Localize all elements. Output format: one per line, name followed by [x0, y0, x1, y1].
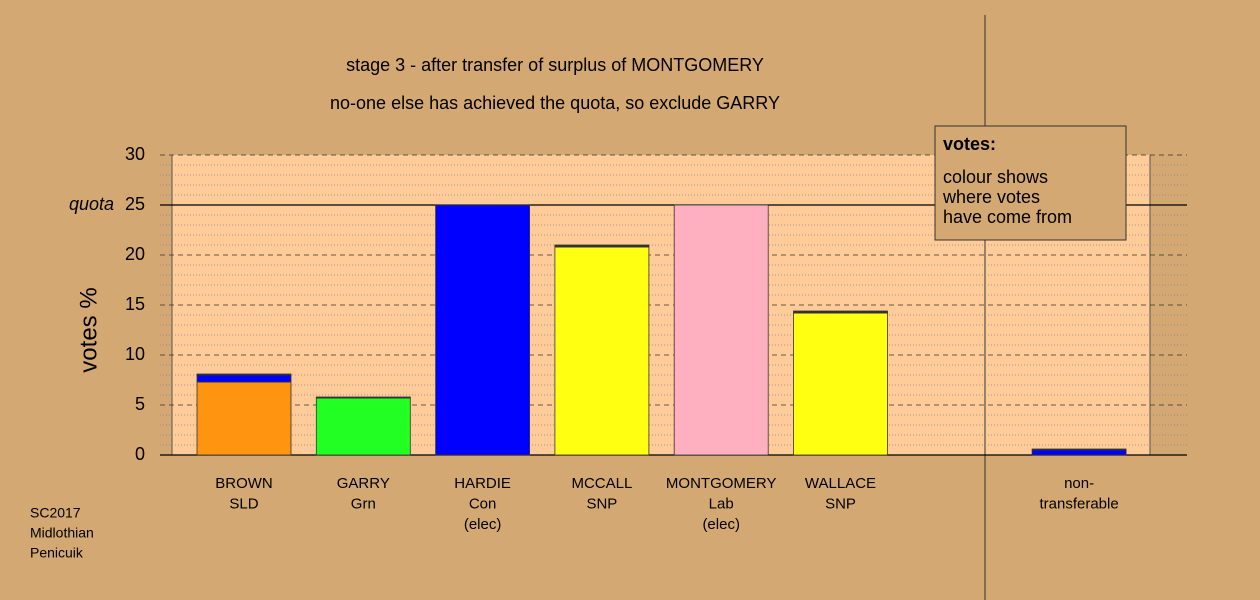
footnote: SC2017 [30, 505, 81, 521]
bar-segment [196, 373, 292, 376]
footnote: Midlothian [30, 525, 94, 541]
x-tick-label: MCCALL [571, 475, 632, 492]
x-tick-label: SNP [825, 495, 856, 512]
plot-layer: 0 5 10 15 20 25 30 quota BROWN SLD GARRY Grn HARDIE C… [69, 144, 1187, 533]
x-tick-label: GARRY [337, 475, 390, 492]
y-tick-label: 30 [125, 144, 145, 164]
bar-segment [196, 381, 292, 456]
x-tick-label: SNP [586, 495, 617, 512]
x-tick-label: non- [1064, 475, 1094, 492]
bar-segment [315, 396, 411, 399]
legend-text: have come from [943, 207, 1072, 227]
y-tick-label: 25 [125, 194, 145, 214]
x-tick-label: HARDIE [454, 475, 511, 492]
x-tick-label: (elec) [702, 516, 740, 533]
x-tick-label: Lab [709, 495, 734, 512]
legend-text: where votes [942, 187, 1040, 207]
x-tick-label: SLD [229, 495, 258, 512]
x-tick-label: BROWN [215, 475, 273, 492]
x-tick-label: Grn [351, 495, 376, 512]
bar-segment [435, 204, 531, 456]
bar-segment [793, 312, 888, 456]
y-tick-label: 5 [135, 394, 145, 414]
x-tick-label: transferable [1039, 495, 1118, 512]
y-tick-label: 20 [125, 244, 145, 264]
quota-label: quota [69, 194, 114, 214]
x-tick-label: WALLACE [805, 475, 876, 492]
bar-segment [315, 397, 411, 456]
bar-segment [793, 310, 888, 314]
bar-segment [1031, 448, 1127, 451]
y-tick-label: 10 [125, 344, 145, 364]
legend-title: votes: [943, 134, 996, 154]
bar-segment [196, 374, 292, 383]
bar-segment [554, 246, 650, 456]
y-tick-label: 0 [135, 444, 145, 464]
y-axis-label: votes % [75, 287, 102, 372]
legend-box [934, 125, 1127, 241]
bar-segment [673, 204, 769, 456]
chart-title: stage 3 - after transfer of surplus of M… [346, 55, 764, 75]
x-tick-label: Con [469, 495, 497, 512]
x-tick-label: MONTGOMERY [666, 475, 777, 492]
y-tick-label: 15 [125, 294, 145, 314]
bar-segment [1031, 449, 1127, 456]
bar-segment [554, 244, 650, 248]
legend-text: colour shows [943, 167, 1048, 187]
chart-subtitle: no-one else has achieved the quota, so e… [330, 93, 780, 113]
legend: votes: colour shows where votes have com… [934, 125, 1127, 241]
x-tick-label: (elec) [464, 516, 502, 533]
footnote: Penicuik [30, 545, 84, 561]
